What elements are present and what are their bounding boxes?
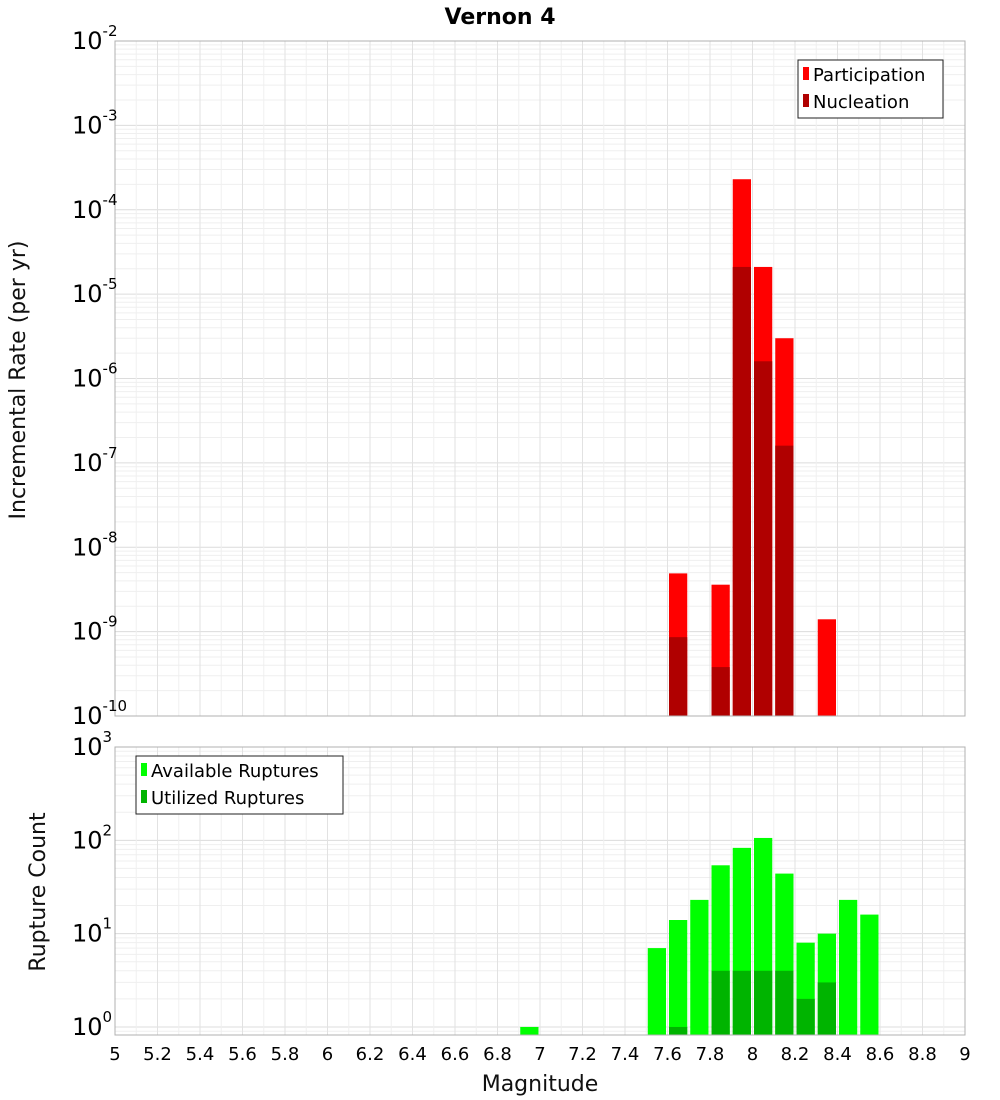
x-tick-label: 7.8 — [696, 1044, 725, 1065]
x-tick-label: 9 — [959, 1044, 970, 1065]
x-tick-label: 7 — [534, 1044, 545, 1065]
x-tick-label: 7.6 — [653, 1044, 682, 1065]
top-legend-swatch — [803, 94, 809, 107]
utilized-ruptures-bar — [754, 970, 773, 1035]
bottom-y-tick-label: 100 — [72, 1008, 112, 1041]
x-tick-label: 5.8 — [271, 1044, 300, 1065]
top-legend-box — [797, 59, 944, 119]
top-y-tick-label: 10-10 — [72, 697, 127, 730]
top-legend-swatch — [803, 67, 809, 80]
top-y-tick-label: 10-3 — [72, 106, 118, 139]
top-y-tick-label: 10-2 — [72, 22, 118, 55]
top-y-axis-label: Incremental Rate (per yr) — [6, 241, 31, 520]
nucleation-bar — [669, 637, 688, 716]
available-ruptures-bar — [520, 1026, 539, 1035]
bottom-legend-swatch — [141, 790, 147, 803]
bottom-y-tick-label: 102 — [72, 821, 112, 854]
utilized-ruptures-bar — [711, 970, 730, 1035]
top-y-tick-label: 10-5 — [72, 275, 118, 308]
utilized-ruptures-bar — [775, 970, 794, 1035]
x-tick-label: 6.8 — [483, 1044, 512, 1065]
x-tick-label: 7.4 — [611, 1044, 640, 1065]
bottom-legend-label: Utilized Ruptures — [151, 788, 304, 809]
x-tick-label: 8.2 — [781, 1044, 810, 1065]
x-tick-label: 5.6 — [228, 1044, 257, 1065]
available-ruptures-bar — [860, 914, 879, 1035]
bottom-y-tick-label: 103 — [72, 728, 112, 761]
available-ruptures-bar — [839, 899, 858, 1035]
x-tick-label: 5.2 — [143, 1044, 172, 1065]
utilized-ruptures-bar — [817, 982, 836, 1035]
x-axis-label: Magnitude — [482, 1072, 599, 1097]
bottom-y-axis-label: Rupture Count — [26, 812, 51, 972]
nucleation-bar — [775, 445, 794, 716]
x-tick-label: 6.4 — [398, 1044, 427, 1065]
utilized-ruptures-bar — [796, 998, 815, 1035]
x-tick-label: 8.4 — [823, 1044, 852, 1065]
bottom-legend-label: Available Ruptures — [151, 761, 319, 782]
nucleation-bar — [754, 361, 773, 716]
available-ruptures-bar — [690, 899, 709, 1035]
participation-bar — [817, 619, 836, 716]
x-tick-label: 6 — [322, 1044, 333, 1065]
nucleation-bar — [711, 667, 730, 716]
bottom-legend-box — [135, 755, 344, 815]
x-tick-label: 5 — [109, 1044, 120, 1065]
available-ruptures-bar — [647, 948, 666, 1035]
bottom-plot-border — [114, 746, 966, 1036]
available-ruptures-bar — [669, 920, 688, 1035]
x-tick-label: 5.4 — [186, 1044, 215, 1065]
x-tick-label: 6.2 — [356, 1044, 385, 1065]
x-tick-label: 7.2 — [568, 1044, 597, 1065]
utilized-ruptures-bar — [732, 970, 751, 1035]
nucleation-bar — [732, 266, 751, 716]
top-y-tick-label: 10-8 — [72, 528, 118, 561]
top-plot-border — [114, 40, 966, 717]
bottom-y-tick-label: 101 — [72, 915, 112, 948]
top-y-tick-label: 10-7 — [72, 444, 118, 477]
x-tick-label: 8.8 — [908, 1044, 937, 1065]
x-tick-label: 8.6 — [866, 1044, 895, 1065]
chart-title: Vernon 4 — [445, 5, 556, 30]
bottom-legend-swatch — [141, 763, 147, 776]
utilized-ruptures-bar — [669, 1026, 688, 1035]
top-y-tick-label: 10-4 — [72, 191, 118, 224]
top-y-tick-label: 10-9 — [72, 613, 118, 646]
x-tick-label: 6.6 — [441, 1044, 470, 1065]
top-legend-label: Participation — [813, 65, 925, 86]
top-y-tick-label: 10-6 — [72, 360, 118, 393]
x-tick-label: 8 — [747, 1044, 758, 1065]
top-legend-label: Nucleation — [813, 92, 909, 113]
